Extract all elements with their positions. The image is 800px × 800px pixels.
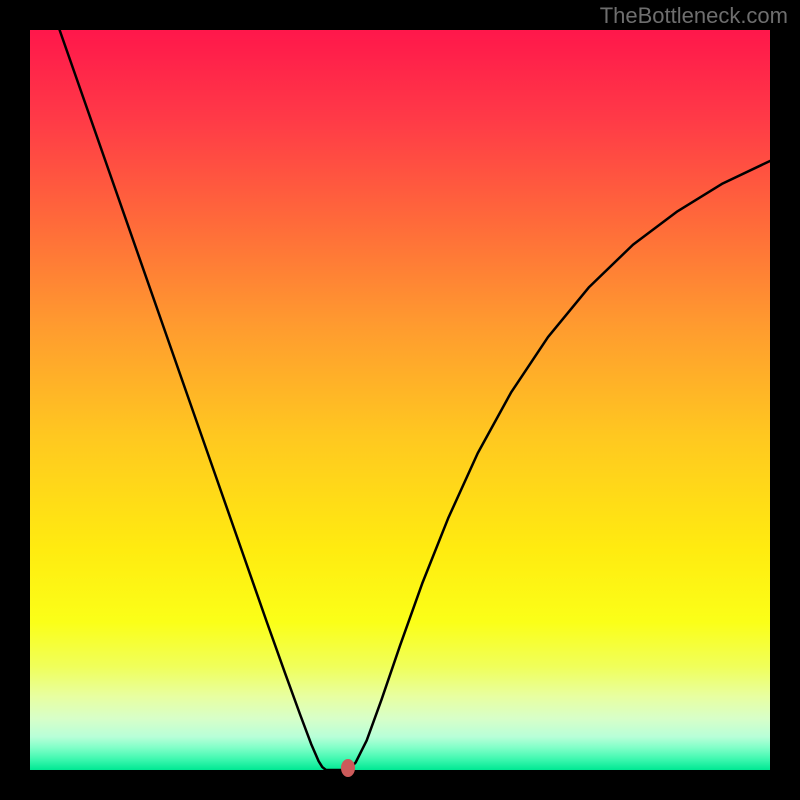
chart-frame <box>30 30 770 770</box>
optimum-marker <box>341 759 355 777</box>
plot-area <box>30 30 770 770</box>
curve-path <box>60 30 770 770</box>
bottleneck-curve <box>30 30 770 770</box>
watermark-text: TheBottleneck.com <box>600 3 788 29</box>
